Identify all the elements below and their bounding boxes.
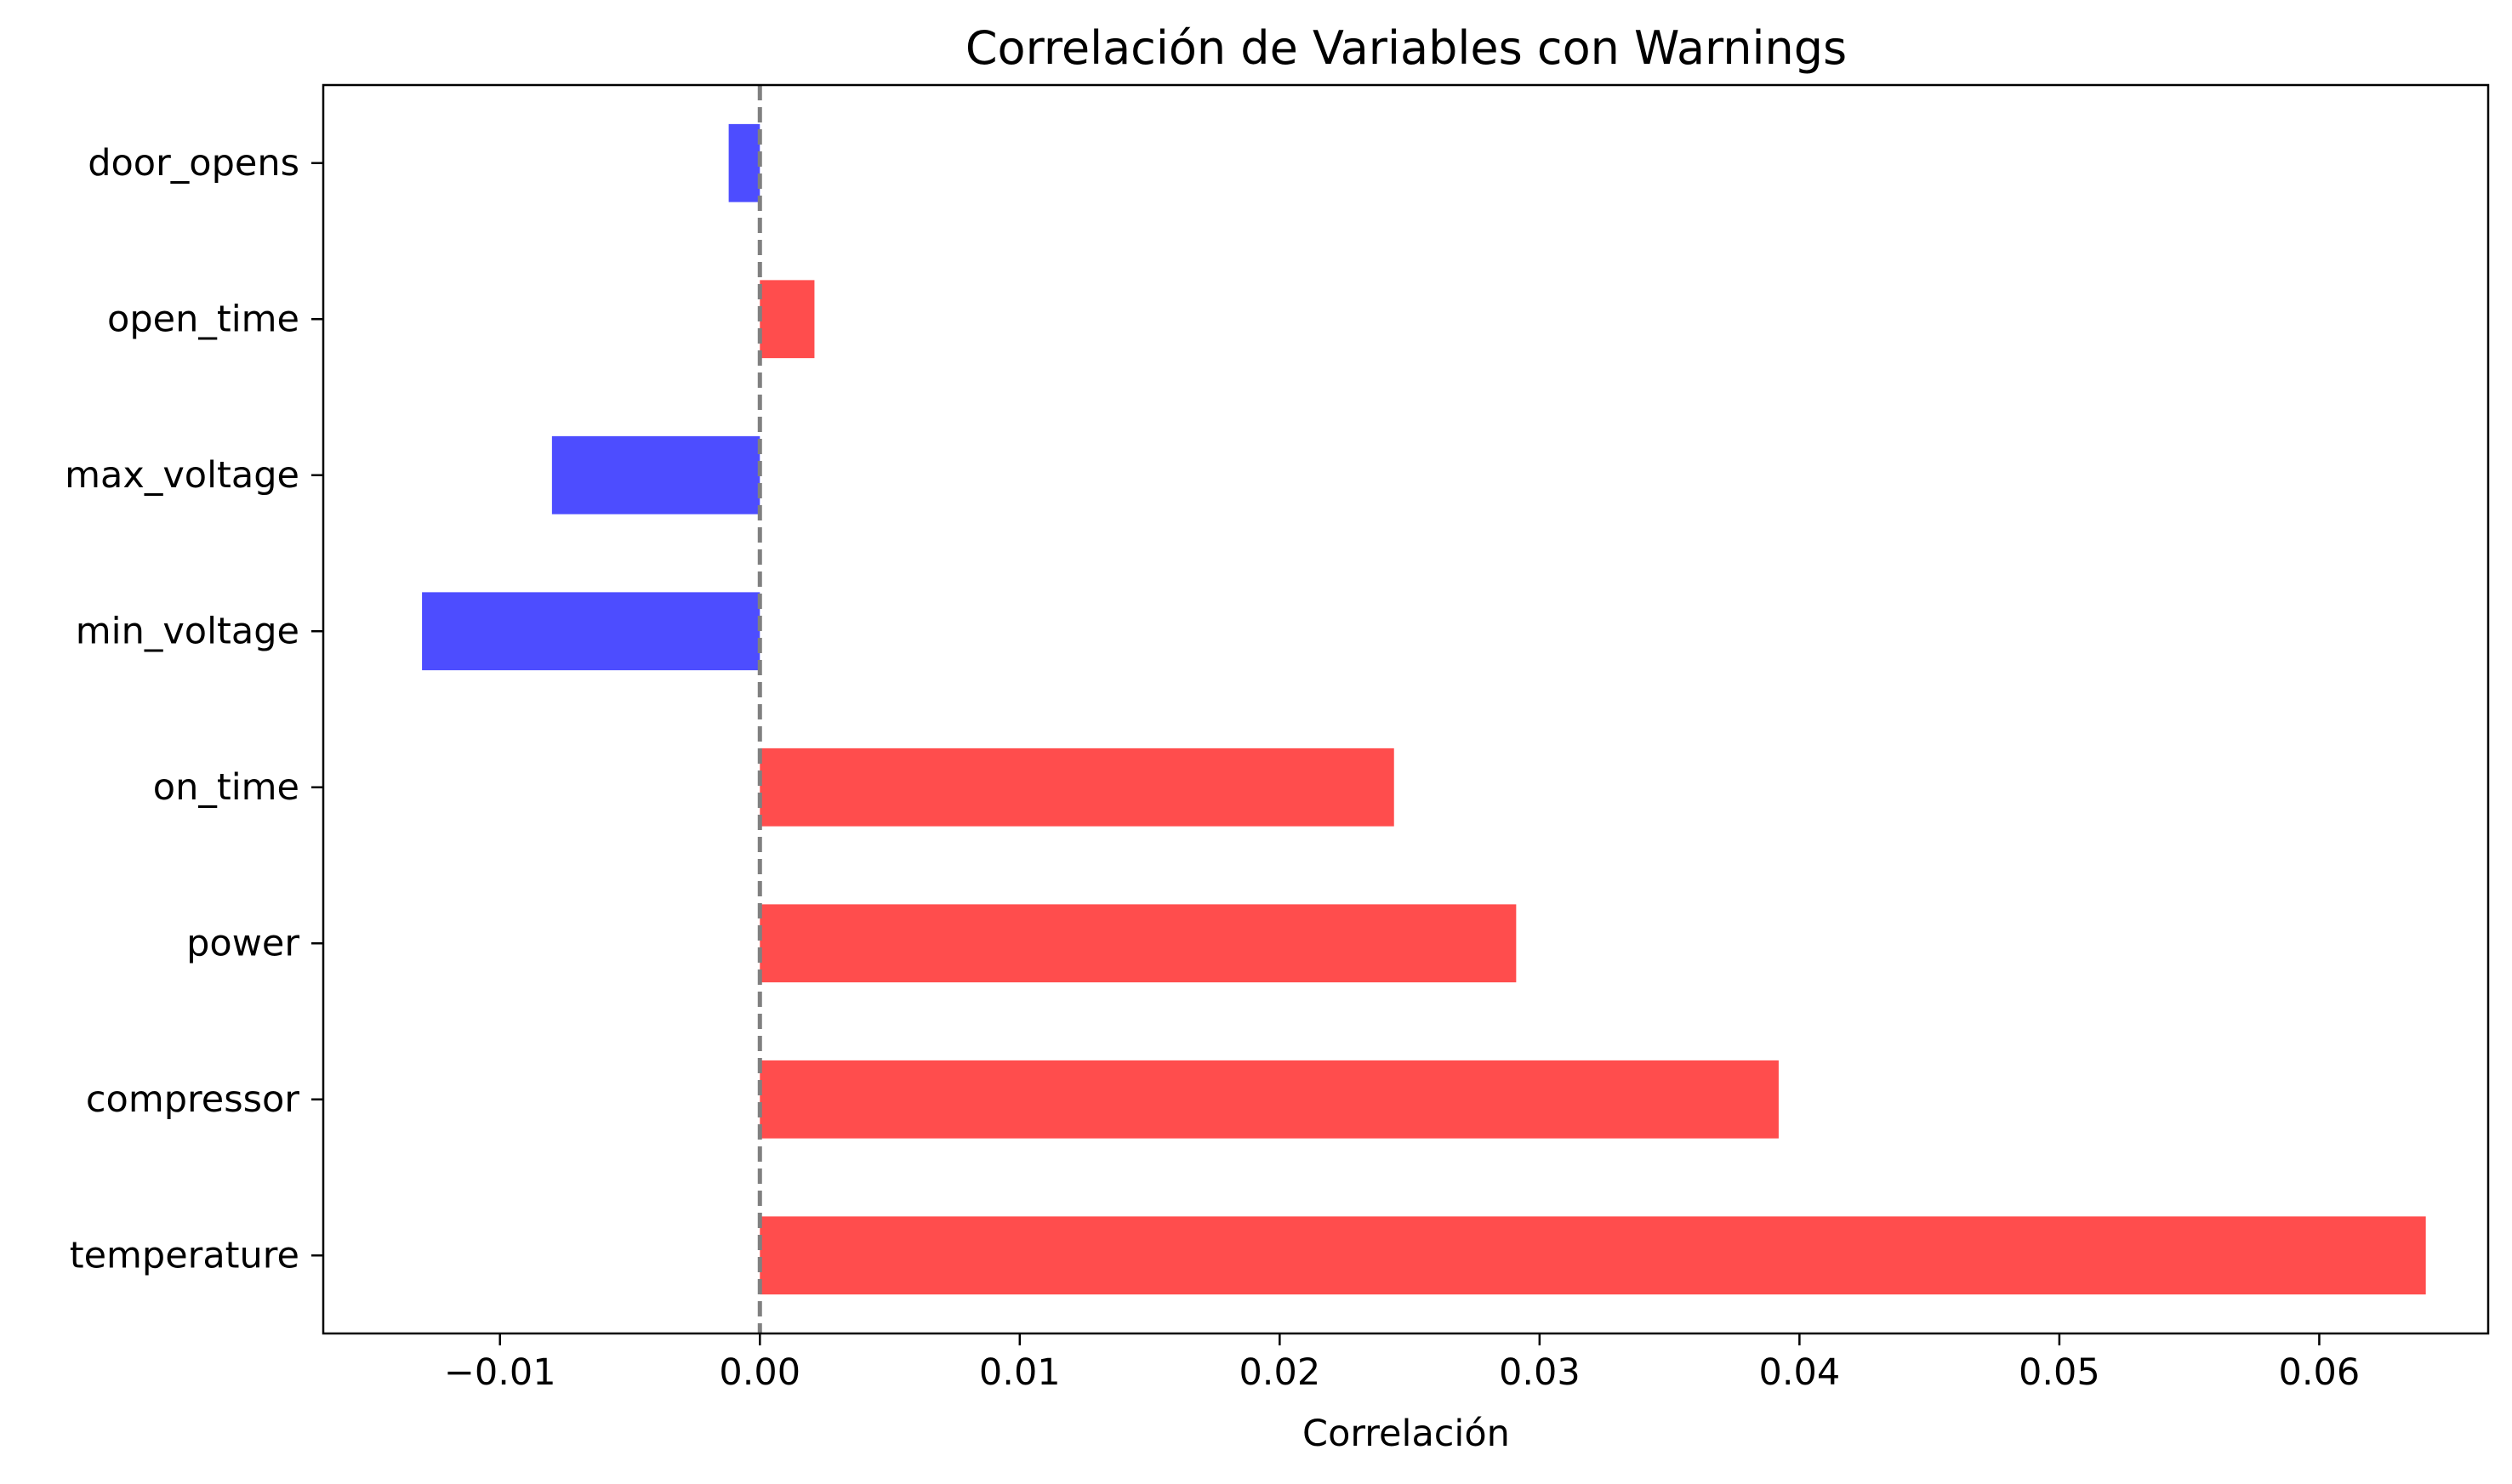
x-tick-label: 0.03 [1499,1351,1581,1394]
x-tick-label: 0.01 [979,1351,1061,1394]
x-axis-label: Correlación [1302,1413,1510,1455]
x-tick-label: 0.00 [719,1351,800,1394]
plot-frame [322,83,2490,1335]
y-tick-label: power [186,922,299,964]
bar-door-opens [728,123,760,202]
bar-power [760,904,1517,983]
bars-layer [422,123,2426,1295]
bar-temperature [760,1216,2426,1295]
chart-title: Correlación de Variables con Warnings [965,21,1847,75]
x-tick-label: −0.01 [444,1351,556,1394]
ticks-layer: temperature compressor power on_time min_vol… [65,142,2360,1394]
y-tick-label: max_voltage [65,454,299,497]
bar-min-voltage [422,592,760,671]
bar-compressor [760,1060,1779,1139]
y-tick-label: door_opens [88,142,299,185]
x-tick-label: 0.02 [1239,1351,1320,1394]
bar-max-voltage [551,435,760,515]
x-tick-label: 0.05 [2019,1351,2100,1394]
y-tick-label: temperature [70,1234,299,1276]
y-tick-label: on_time [153,766,299,809]
y-tick-label: open_time [107,298,299,340]
bar-on-time [760,748,1394,827]
y-tick-label: min_voltage [76,610,299,652]
x-tick-label: 0.06 [2279,1351,2361,1394]
x-tick-label: 0.04 [1758,1351,1840,1394]
bar-open-time [760,280,815,359]
y-tick-label: compressor [86,1078,299,1121]
